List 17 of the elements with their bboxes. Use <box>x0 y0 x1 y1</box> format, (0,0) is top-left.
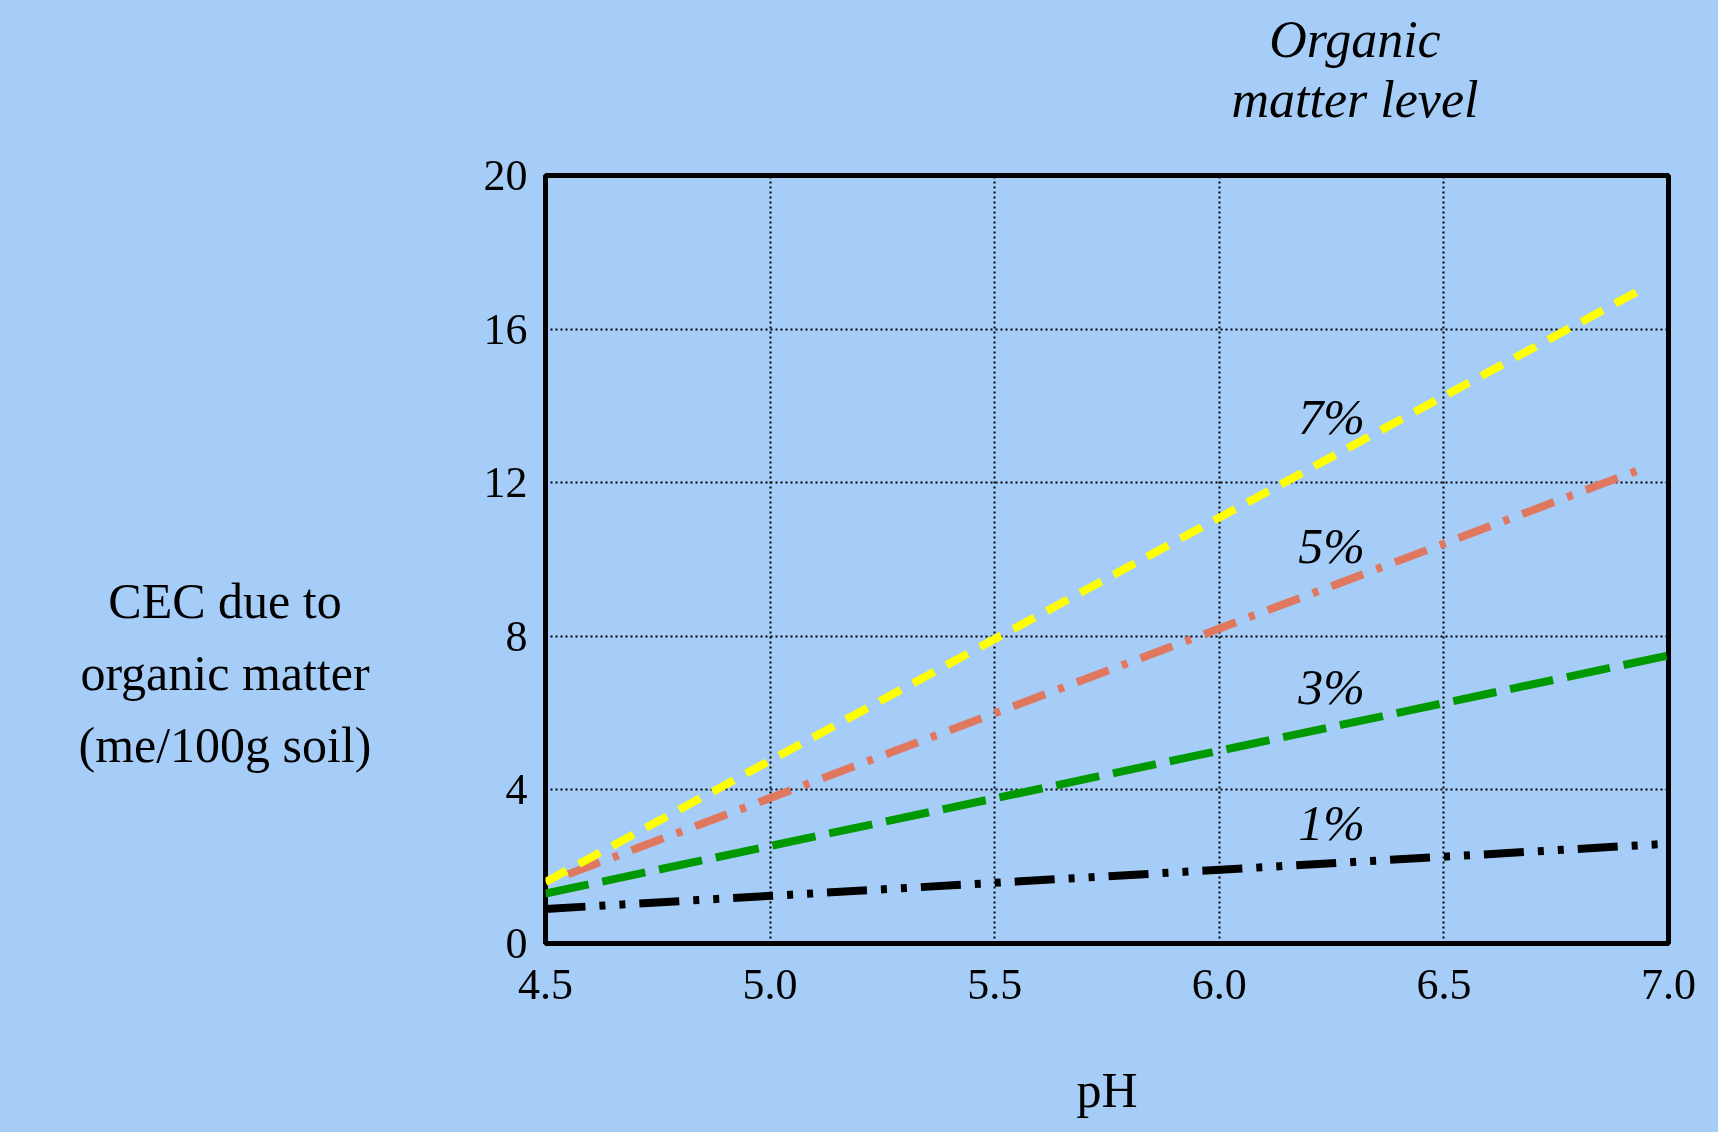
series-label: 1% <box>1298 795 1365 852</box>
x-tick-label: 5.5 <box>967 959 1023 1009</box>
legend-title: Organic matter level <box>1231 10 1479 130</box>
y-tick-label: 12 <box>483 458 528 508</box>
x-tick-label: 5.0 <box>742 959 798 1009</box>
series-label: 7% <box>1298 388 1365 445</box>
y-tick-label: 4 <box>505 765 528 815</box>
y-axis-title: CEC due to organic matter (me/100g soil) <box>78 572 372 775</box>
series-label: 5% <box>1298 518 1365 575</box>
x-tick-label: 6.5 <box>1416 959 1472 1009</box>
x-tick-label: 6.0 <box>1191 959 1247 1009</box>
y-tick-label: 8 <box>505 611 528 661</box>
y-tick-label: 20 <box>483 151 528 200</box>
series-label: 3% <box>1297 658 1365 715</box>
y-tick-label: 16 <box>483 304 528 354</box>
x-tick-label: 7.0 <box>1641 959 1696 1009</box>
x-axis-title: pH <box>1076 1061 1138 1118</box>
